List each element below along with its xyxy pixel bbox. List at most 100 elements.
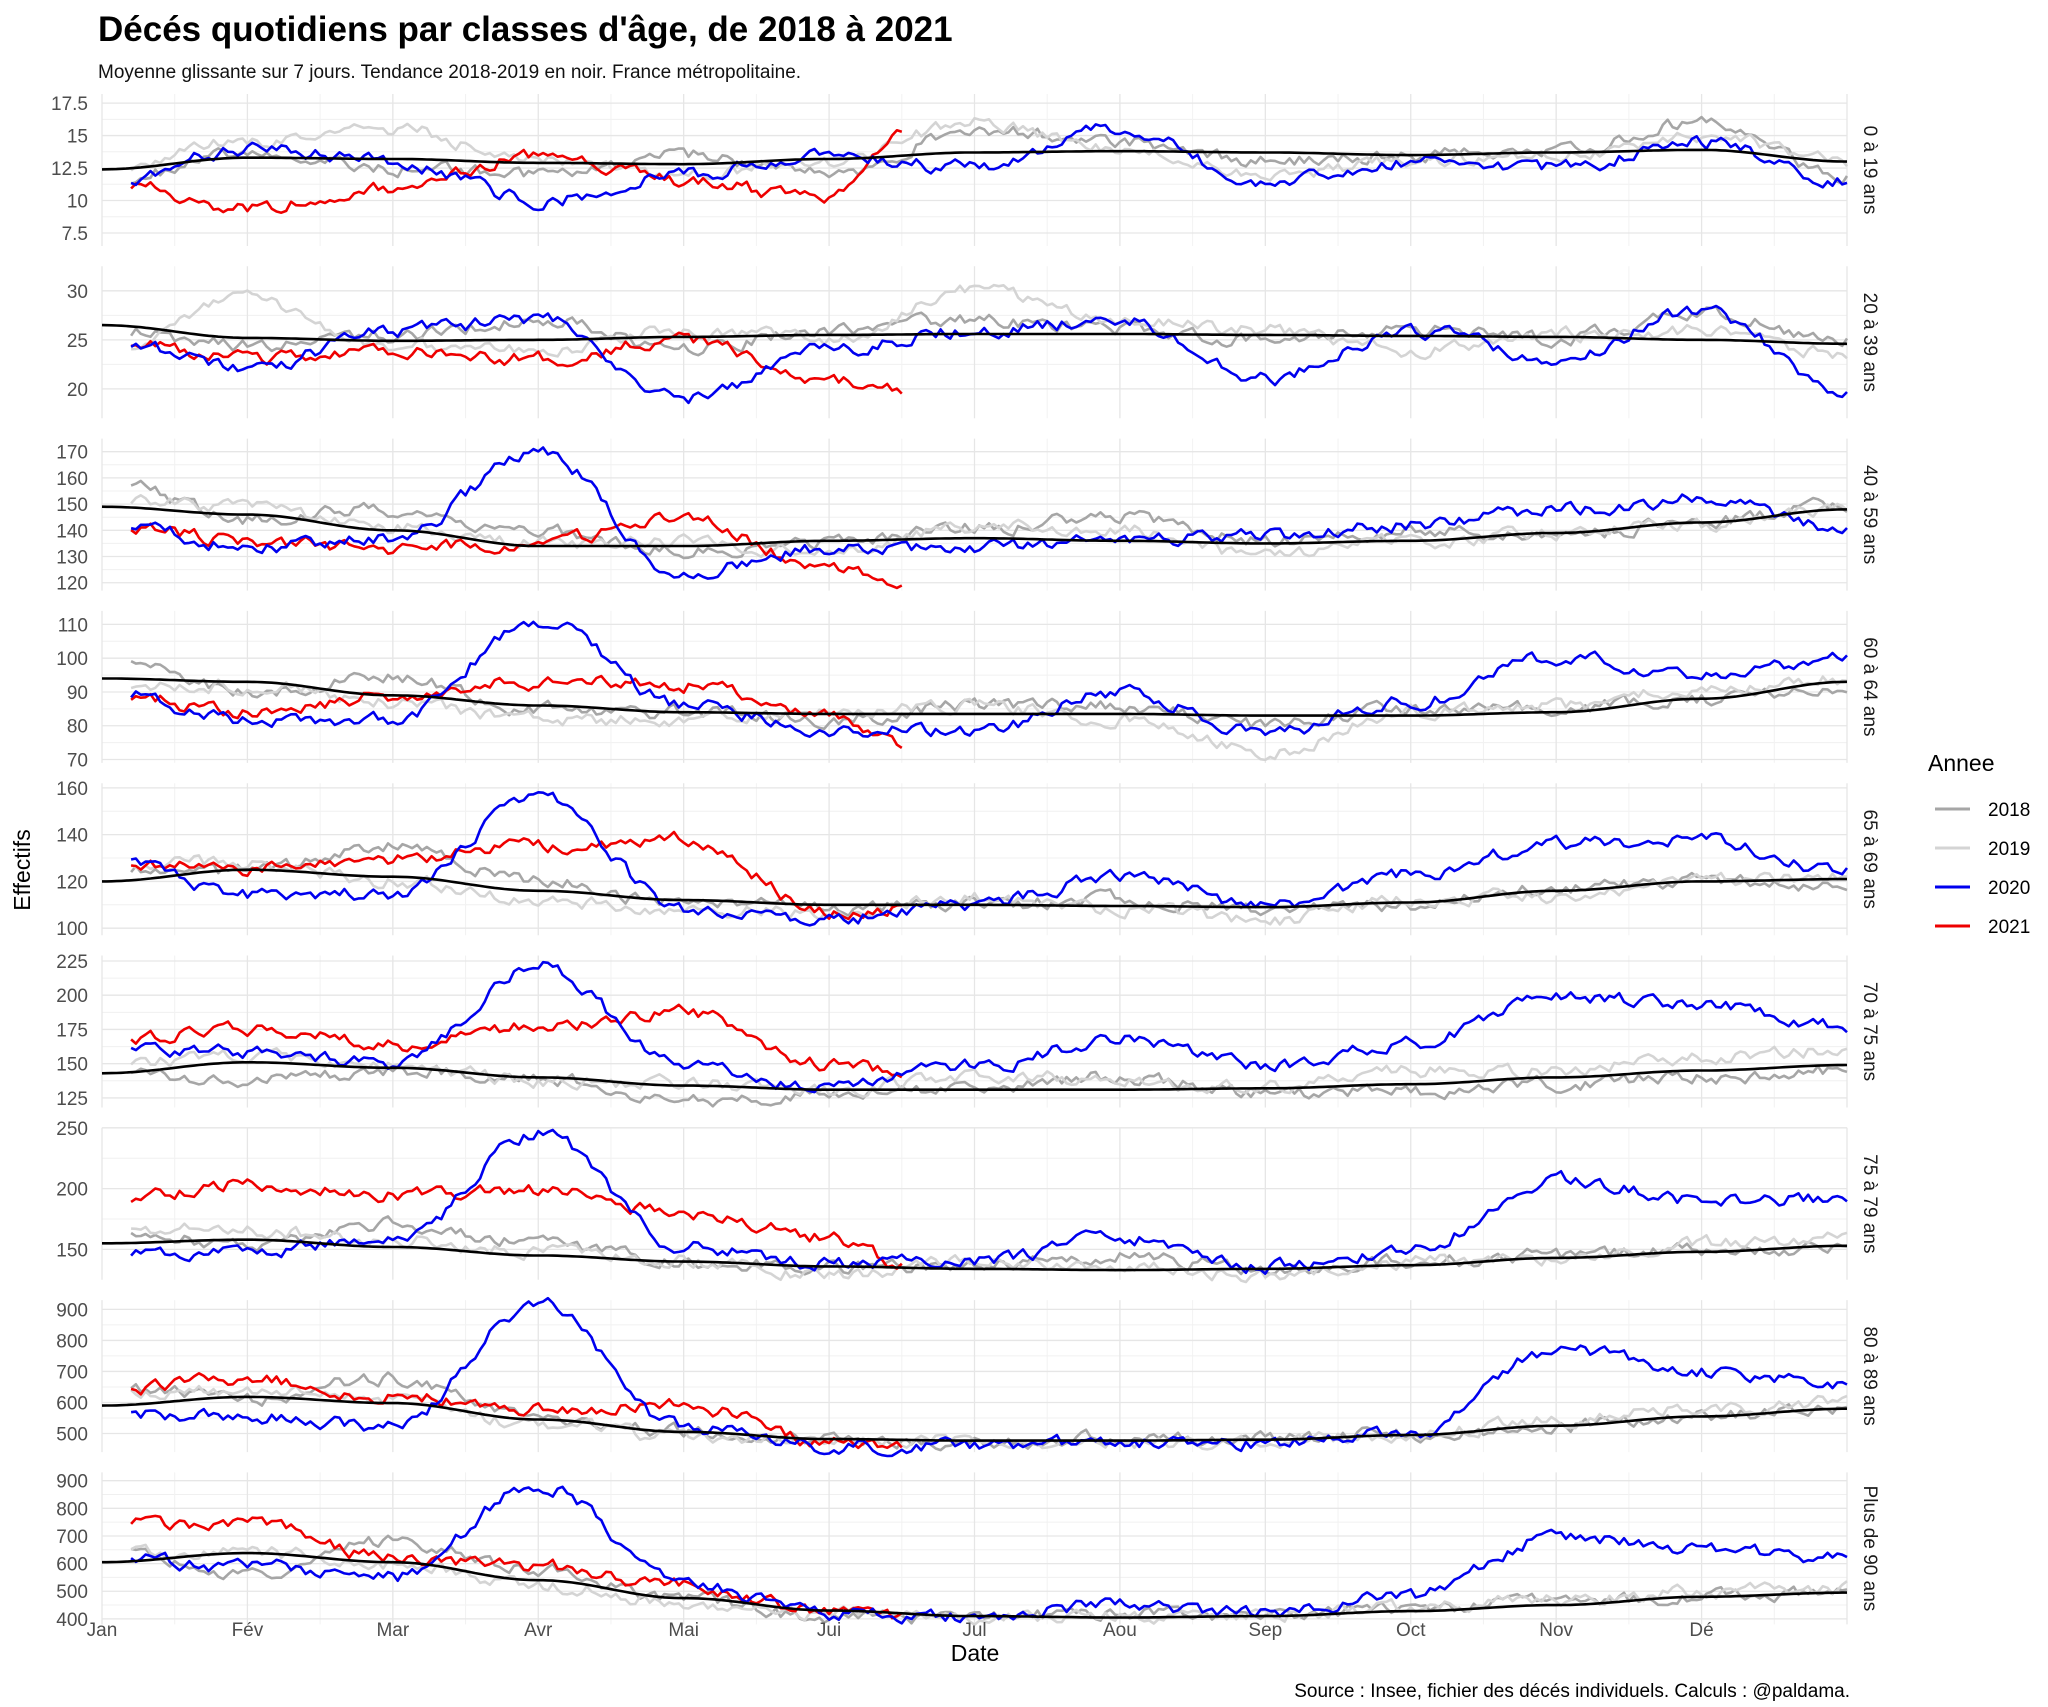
trend-line bbox=[102, 1551, 1847, 1619]
y-tick-label: 100 bbox=[56, 919, 88, 940]
x-tick-label: Mar bbox=[376, 1620, 409, 1641]
x-tick-label: Avr bbox=[524, 1620, 553, 1641]
series-line-2020 bbox=[130, 446, 1848, 580]
legend-title: Annee bbox=[1928, 750, 1995, 776]
panel-5: 125 150 175 200 225 70 à 75 ans bbox=[56, 952, 1880, 1110]
series-line-2018 bbox=[130, 1371, 1848, 1452]
y-tick-label: 500 bbox=[56, 1582, 88, 1603]
y-tick-label: 700 bbox=[56, 1362, 88, 1383]
panel-1: 20 25 30 20 à 39 ans bbox=[67, 266, 1880, 419]
trend-line bbox=[101, 148, 1848, 171]
series-line-2018 bbox=[130, 115, 1849, 185]
y-tick-label: 150 bbox=[56, 495, 88, 516]
panel-8: 400 500 600 700 800 900 Plus de 90 ans bbox=[56, 1472, 1880, 1631]
series-line-2020 bbox=[130, 123, 1848, 212]
y-tick-label: 150 bbox=[56, 1240, 88, 1261]
x-tick-label: Jul bbox=[962, 1620, 986, 1641]
series-line-2020 bbox=[130, 1296, 1848, 1458]
series-line-2021 bbox=[130, 129, 903, 214]
y-tick-label: 800 bbox=[56, 1331, 88, 1352]
y-tick-label: 110 bbox=[58, 615, 88, 636]
y-tick-label: 600 bbox=[56, 1555, 88, 1576]
series-line-2019 bbox=[131, 1222, 1848, 1284]
panel-label: 75 à 79 ans bbox=[1859, 1154, 1880, 1253]
series-line-2020 bbox=[130, 960, 1848, 1094]
series-line-2020 bbox=[130, 791, 1849, 927]
series-line-2021 bbox=[130, 1514, 903, 1620]
y-tick-label: 250 bbox=[56, 1119, 88, 1140]
panel-label: Plus de 90 ans bbox=[1859, 1486, 1880, 1612]
y-axis-title: Effectifs bbox=[9, 829, 35, 910]
panel-0: 7.5 10 12.5 15 17.5 0 à 19 ans bbox=[51, 94, 1880, 246]
series-line-2018 bbox=[130, 305, 1849, 357]
y-tick-label: 70 bbox=[67, 751, 88, 772]
trend-line bbox=[102, 868, 1847, 909]
y-tick-label: 150 bbox=[56, 1055, 88, 1076]
y-tick-label: 7.5 bbox=[62, 224, 88, 245]
legend-label-2019: 2019 bbox=[1988, 839, 2030, 860]
panel-label: 0 à 19 ans bbox=[1859, 126, 1880, 215]
series-line-2019 bbox=[131, 283, 1848, 361]
y-tick-label: 15 bbox=[67, 127, 88, 148]
y-tick-label: 10 bbox=[67, 192, 88, 213]
trend-line bbox=[101, 1061, 1848, 1091]
y-tick-label: 700 bbox=[56, 1527, 88, 1548]
chart-title: Décés quotidiens par classes d'âge, de 2… bbox=[98, 10, 953, 49]
panel-label: 20 à 39 ans bbox=[1859, 293, 1880, 392]
y-tick-label: 170 bbox=[56, 443, 88, 464]
y-tick-label: 200 bbox=[56, 986, 88, 1007]
legend: Annee 2018 2019 2020 2021 bbox=[1928, 750, 2030, 938]
y-tick-label: 25 bbox=[67, 331, 88, 352]
panel-7: 500 600 700 800 900 80 à 89 ans bbox=[56, 1296, 1880, 1458]
y-tick-label: 30 bbox=[67, 282, 88, 303]
series-line-2021 bbox=[130, 1003, 903, 1079]
y-tick-label: 17.5 bbox=[51, 94, 88, 115]
series-line-2020 bbox=[130, 1128, 1848, 1275]
series-line-2018 bbox=[130, 1534, 1848, 1625]
x-tick-label: Mai bbox=[668, 1620, 699, 1641]
series-line-2018 bbox=[130, 842, 1848, 917]
trend-line bbox=[101, 323, 1847, 346]
series-line-2019 bbox=[130, 1543, 1848, 1626]
series-line-2021 bbox=[130, 830, 902, 921]
y-tick-label: 500 bbox=[56, 1424, 88, 1445]
y-tick-label: 160 bbox=[56, 469, 88, 490]
y-tick-label: 175 bbox=[56, 1020, 88, 1041]
panel-label: 60 à 64 ans bbox=[1859, 637, 1880, 736]
y-tick-label: 125 bbox=[56, 1089, 88, 1110]
y-tick-label: 200 bbox=[56, 1180, 88, 1201]
x-tick-label: Oct bbox=[1396, 1620, 1426, 1641]
y-tick-label: 12.5 bbox=[51, 159, 88, 180]
y-tick-label: 900 bbox=[56, 1300, 88, 1321]
panel-label: 40 à 59 ans bbox=[1859, 465, 1880, 564]
y-tick-label: 900 bbox=[56, 1472, 88, 1493]
series-line-2018 bbox=[130, 479, 1848, 560]
panel-label: 80 à 89 ans bbox=[1859, 1326, 1880, 1425]
x-axis-title: Date bbox=[951, 1640, 1000, 1666]
x-tick-label: Fév bbox=[232, 1620, 264, 1641]
series-line-2019 bbox=[130, 854, 1848, 926]
series-line-2021 bbox=[130, 1178, 903, 1270]
y-tick-label: 120 bbox=[56, 574, 88, 595]
y-tick-label: 800 bbox=[56, 1499, 88, 1520]
chart-caption: Source : Insee, fichier des décés indivi… bbox=[1294, 1681, 1850, 1702]
y-tick-label: 140 bbox=[56, 521, 88, 542]
series-line-2021 bbox=[130, 511, 903, 590]
legend-label-2018: 2018 bbox=[1988, 800, 2030, 821]
x-tick-label: Jui bbox=[817, 1620, 841, 1641]
legend-label-2021: 2021 bbox=[1988, 917, 2030, 938]
y-tick-label: 100 bbox=[56, 649, 88, 670]
y-tick-label: 80 bbox=[67, 717, 88, 738]
panels: 7.5 10 12.5 15 17.5 0 à 19 ans 20 25 30 20 à 39 a… bbox=[51, 94, 1880, 1631]
panel-label: 70 à 75 ans bbox=[1859, 982, 1880, 1081]
y-tick-label: 225 bbox=[56, 952, 88, 973]
y-tick-label: 90 bbox=[67, 683, 88, 704]
series-line-2021 bbox=[130, 674, 903, 749]
x-tick-label: Sep bbox=[1248, 1620, 1282, 1641]
y-tick-label: 160 bbox=[56, 779, 88, 800]
x-tick-label: Aou bbox=[1103, 1620, 1137, 1641]
trend-line bbox=[102, 1238, 1847, 1272]
x-tick-label: Dé bbox=[1689, 1620, 1713, 1641]
panel-6: 150 200 250 75 à 79 ans bbox=[56, 1119, 1880, 1284]
